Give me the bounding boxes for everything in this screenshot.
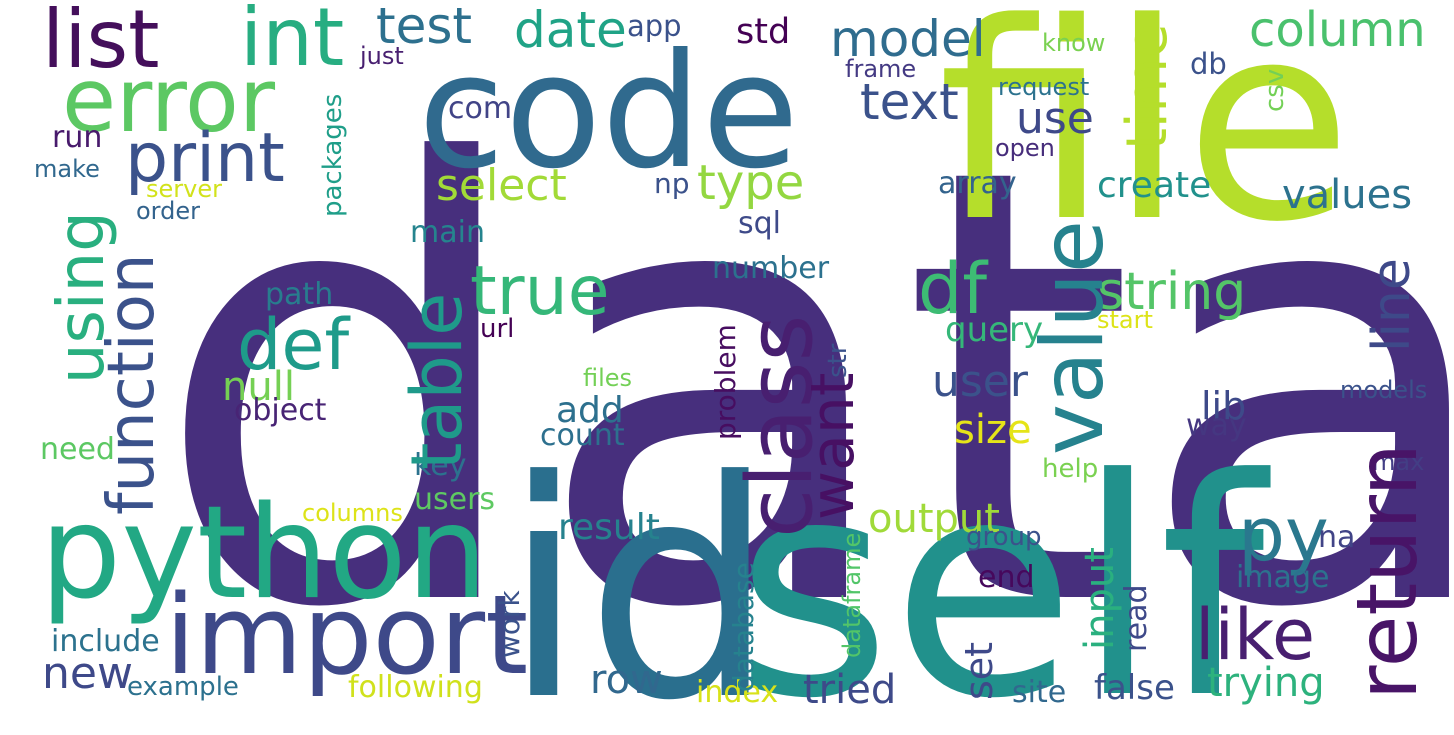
word-example: example [127, 672, 239, 702]
word-following: following [348, 670, 483, 705]
word-python: python [40, 479, 488, 628]
word-use: use [1016, 93, 1094, 144]
word-help: help [1042, 454, 1099, 484]
word-sql: sql [738, 206, 782, 241]
word-value: value [1023, 220, 1123, 455]
word-result: result [558, 507, 660, 548]
word-function: function [95, 253, 169, 515]
word-request: request [998, 73, 1090, 101]
word-columns: columns [302, 499, 403, 527]
word-just: just [360, 42, 404, 70]
word-dataframe: dataframe [838, 532, 866, 658]
word-include: include [51, 624, 160, 659]
word-lib: lib [1201, 384, 1247, 428]
word-return: return [1338, 443, 1436, 700]
word-self: self [735, 415, 1265, 735]
word-com: com [448, 91, 513, 126]
word-create: create [1097, 165, 1212, 206]
word-data: data [152, 40, 1454, 735]
word-df: df [918, 248, 988, 330]
word-error: error [62, 49, 276, 152]
word-tried: tried [803, 667, 897, 713]
word-list: list [42, 0, 160, 86]
word-input: input [1077, 547, 1123, 650]
word-select: select [436, 160, 567, 211]
word-know: know [1042, 29, 1106, 57]
word-need: need [40, 432, 115, 467]
word-na: na [1318, 520, 1356, 555]
word-index: index [696, 675, 779, 710]
word-text: text [860, 73, 959, 131]
word-work: work [493, 590, 526, 658]
word-id: id [502, 417, 776, 735]
word-make: make [34, 155, 100, 183]
word-output: output [868, 496, 1000, 542]
word-date: date [514, 1, 627, 59]
word-problem: problem [709, 324, 742, 440]
word-user: user [932, 356, 1028, 407]
word-csv: csv [1260, 68, 1290, 112]
word-order: order [136, 197, 200, 225]
word-null: null [222, 364, 295, 410]
word-import: import [165, 571, 529, 699]
word-add: add [556, 390, 624, 431]
word-model: model [830, 10, 986, 68]
word-packages: packages [318, 93, 348, 217]
word-read: read [1119, 584, 1154, 652]
word-site: site [1012, 675, 1067, 710]
word-server: server [146, 175, 222, 203]
word-key: key [414, 448, 467, 483]
word-group: group [966, 522, 1042, 552]
word-table: table [396, 292, 478, 470]
word-main: main [410, 215, 485, 250]
word-number: number [712, 251, 830, 286]
word-row: row [590, 657, 663, 703]
word-database: database [727, 562, 760, 692]
word-size: size [954, 407, 1032, 453]
word-values: values [1282, 172, 1413, 218]
word-new: new [42, 648, 133, 699]
word-column: column [1249, 2, 1426, 58]
word-object: object [234, 393, 327, 428]
word-std: std [736, 12, 791, 52]
word-open: open [995, 134, 1055, 162]
word-models: models [1340, 376, 1428, 404]
word-users: users [414, 482, 496, 517]
word-string: string [1097, 262, 1247, 322]
word-line: line [1362, 258, 1422, 352]
word-py: py [1238, 492, 1329, 578]
word-frame: frame [845, 55, 917, 83]
word-end: end [978, 560, 1035, 595]
word-file: file [938, 0, 1353, 282]
word-path: path [265, 277, 334, 312]
word-np: np [654, 167, 690, 200]
word-query: query [945, 310, 1044, 350]
word-array: array [938, 166, 1017, 201]
word-run: run [52, 120, 103, 155]
word-image: image [1236, 560, 1330, 595]
word-print: print [125, 119, 285, 198]
word-files: files [583, 364, 633, 392]
word-way: way [1186, 408, 1247, 443]
word-url: url [480, 314, 515, 344]
word-test: test [376, 0, 473, 55]
word-want: want [798, 372, 868, 520]
word-type: type [697, 155, 805, 211]
word-true: true [470, 252, 610, 331]
word-set: set [957, 641, 1001, 700]
word-false: false [1094, 668, 1175, 708]
word-max: max [1372, 448, 1425, 476]
word-int: int [240, 0, 345, 84]
word-time: time [1115, 23, 1180, 150]
word-trying: trying [1207, 660, 1325, 706]
word-code: code [418, 20, 800, 204]
word-like: like [1195, 594, 1316, 676]
word-def: def [237, 304, 350, 386]
word-db: db [1190, 47, 1227, 81]
word-str: str [823, 343, 853, 378]
word-count: count [540, 418, 625, 453]
word-app: app [627, 9, 682, 43]
word-start: start [1097, 306, 1153, 334]
